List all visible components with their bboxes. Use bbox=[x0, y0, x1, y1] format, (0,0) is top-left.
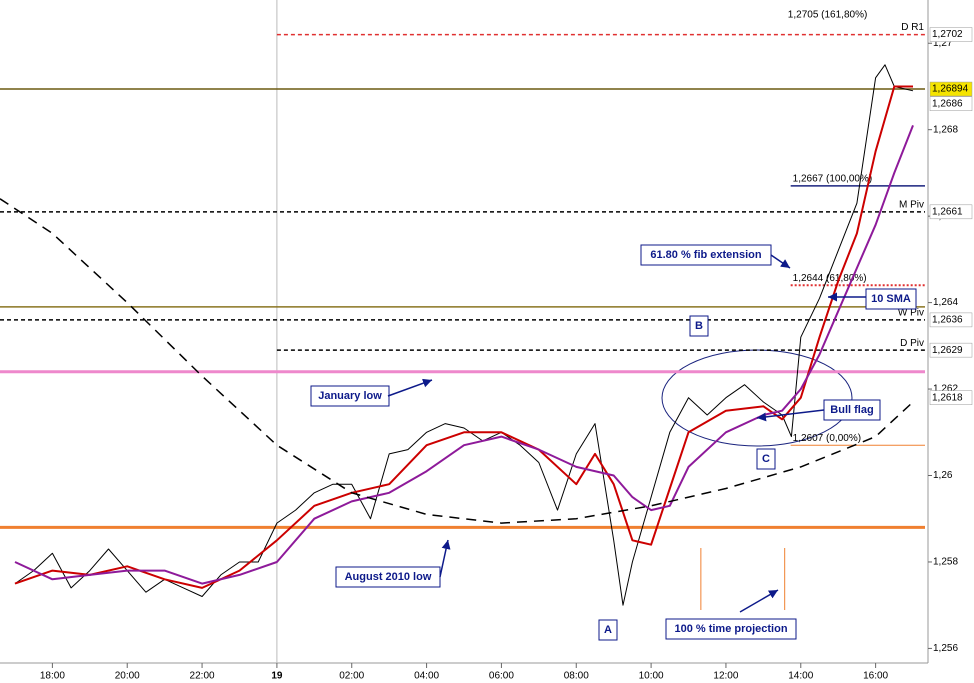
annotation-arrow bbox=[387, 378, 433, 397]
y-tick-label: 1,27 bbox=[933, 38, 953, 49]
price-tag bbox=[929, 312, 973, 328]
price-tag bbox=[929, 81, 973, 97]
annotation-text: January low bbox=[318, 390, 382, 402]
x-tick-label: 16:00 bbox=[863, 671, 888, 682]
price-tag-label: 1,2661 bbox=[932, 206, 963, 217]
annotation-text: August 2010 low bbox=[345, 571, 432, 583]
annotation-arrow bbox=[439, 539, 451, 578]
level-text: 1,2607 (0,00%) bbox=[793, 433, 861, 444]
y-tick-label: 1,268 bbox=[933, 124, 958, 135]
annotation-box bbox=[756, 448, 776, 470]
price-tag-label: 1,2629 bbox=[932, 345, 963, 356]
x-tick-label: 04:00 bbox=[414, 671, 439, 682]
x-tick-label: 19 bbox=[271, 671, 283, 682]
x-tick-label: 22:00 bbox=[190, 671, 215, 682]
price-tag-label: 1,2702 bbox=[932, 29, 963, 40]
price-tag bbox=[929, 204, 973, 220]
price-tag bbox=[929, 96, 973, 111]
level-text: D Piv bbox=[900, 338, 924, 349]
x-tick-label: 08:00 bbox=[564, 671, 589, 682]
price-tag-label: 1,2686 bbox=[932, 98, 963, 109]
level-text: 1,2705 (161,80%) bbox=[788, 9, 868, 20]
y-tick-label: 1,256 bbox=[933, 643, 958, 654]
x-tick-label: 10:00 bbox=[639, 671, 664, 682]
annotation-box bbox=[865, 288, 917, 310]
level-text: D R1 bbox=[901, 22, 924, 33]
level-text: 1,2644 (61,80%) bbox=[793, 273, 867, 284]
y-tick-label: 1,26 bbox=[933, 470, 953, 481]
annotation-arrow bbox=[739, 589, 779, 613]
price-tag bbox=[929, 390, 973, 405]
price-tag bbox=[929, 27, 973, 42]
x-tick-label: 20:00 bbox=[115, 671, 140, 682]
y-tick-label: 1,258 bbox=[933, 557, 958, 568]
annotation-box bbox=[665, 618, 797, 640]
price-tag-label: 1,2618 bbox=[932, 392, 963, 403]
x-tick-label: 12:00 bbox=[713, 671, 738, 682]
price-tag bbox=[929, 342, 973, 358]
annotation-box bbox=[598, 619, 618, 641]
annotation-text: Bull flag bbox=[830, 404, 873, 416]
annotation-arrow bbox=[770, 254, 791, 269]
bull-flag-ellipse bbox=[661, 349, 853, 447]
annotation-text: C bbox=[762, 453, 770, 465]
series-line bbox=[14, 125, 914, 585]
y-tick-label: 1,262 bbox=[933, 384, 958, 395]
annotation-text: 61.80 % fib extension bbox=[650, 249, 762, 261]
level-text: M Piv bbox=[899, 199, 924, 210]
annotation-text: 100 % time projection bbox=[674, 623, 787, 635]
x-tick-label: 18:00 bbox=[40, 671, 65, 682]
x-tick-label: 14:00 bbox=[788, 671, 813, 682]
x-tick-label: 06:00 bbox=[489, 671, 514, 682]
price-tag-label: 1,2636 bbox=[932, 315, 963, 326]
series-line bbox=[14, 64, 914, 606]
level-text: W Piv bbox=[898, 308, 924, 319]
y-tick-label: 1,264 bbox=[933, 297, 958, 308]
annotation-text: B bbox=[695, 320, 703, 332]
series-line bbox=[0, 198, 914, 524]
annotation-text: 10 SMA bbox=[871, 293, 911, 305]
level-text: 1,2667 (100,00%) bbox=[793, 174, 873, 185]
annotation-box bbox=[689, 315, 709, 337]
annotation-text: A bbox=[604, 624, 612, 636]
annotation-arrow bbox=[756, 409, 825, 422]
price-tag-label: 1,26894 bbox=[932, 84, 969, 95]
x-tick-label: 02:00 bbox=[339, 671, 364, 682]
